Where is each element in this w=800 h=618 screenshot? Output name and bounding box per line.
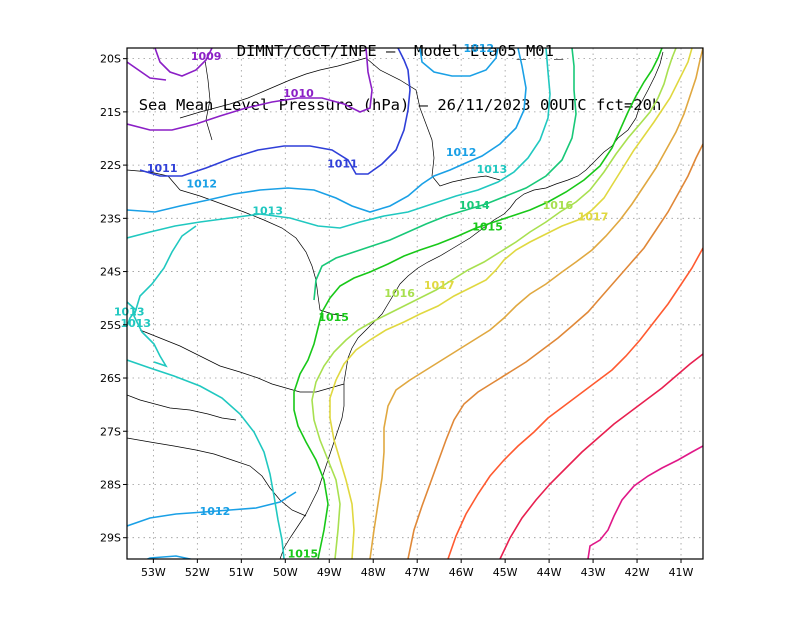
lat-tick-label: 25S: [100, 319, 121, 332]
isobar-label: 1017: [578, 211, 609, 224]
lon-tick-label: 42W: [625, 566, 650, 579]
lat-tick-label: 24S: [100, 266, 121, 279]
isobar-1022: [587, 445, 703, 559]
state-border-pr-sc: [139, 329, 345, 393]
state-border-mg-rj-es: [365, 57, 501, 187]
lon-tick-label: 49W: [317, 566, 342, 579]
isobar-1014: [313, 48, 577, 301]
state-border-mg-sp: [179, 57, 367, 119]
coastline: [279, 51, 664, 559]
lat-tick-label: 23S: [100, 212, 121, 225]
isobar-label: 1014: [459, 199, 490, 212]
isobar-1010: [127, 48, 373, 131]
isobar-label: 1011: [147, 162, 178, 175]
lon-tick-label: 52W: [185, 566, 210, 579]
lat-tick-label: 20S: [100, 53, 121, 66]
isobar-1011: [139, 48, 411, 177]
isobar-1018: [369, 48, 703, 559]
lon-tick-label: 53W: [141, 566, 166, 579]
axis-tick-labels: 53W 52W 51W 50W 49W 48W 47W 46W 45W 44W 43W 42W 41W 2…: [100, 53, 694, 579]
lat-tick-label: 21S: [100, 106, 121, 119]
isobar-1012: [419, 48, 499, 77]
isobar-1012: [127, 491, 297, 527]
isobar-label: 1016: [384, 287, 415, 300]
lon-tick-label: 48W: [361, 566, 386, 579]
isobar-1012: [145, 555, 194, 559]
isobar-label: 1015: [472, 220, 503, 233]
lat-tick-label: 29S: [100, 532, 121, 545]
isobar-1013: [127, 301, 138, 327]
isobar-label: 1015: [288, 548, 319, 561]
isobar-1016: [311, 48, 677, 559]
isobar-label: 1013: [477, 163, 508, 176]
isobar-label: 1013: [114, 305, 145, 318]
border-ms: [127, 169, 181, 191]
lon-tick-label: 41W: [669, 566, 694, 579]
isobar-label: 1016: [543, 199, 574, 212]
isobar-1013: [127, 48, 551, 239]
border-west-2: [204, 59, 213, 141]
isobar-1019: [407, 143, 703, 559]
lat-tick-label: 22S: [100, 159, 121, 172]
isobar-1013: [127, 359, 285, 559]
political-borders: [127, 51, 664, 559]
isobar-label: 1013: [120, 317, 151, 330]
isobar-label: 1013: [252, 204, 283, 217]
lon-tick-label: 44W: [537, 566, 562, 579]
lat-lon-grid: [127, 48, 703, 559]
border-west-1: [127, 394, 237, 421]
lon-tick-label: 43W: [581, 566, 606, 579]
lat-tick-label: 26S: [100, 372, 121, 385]
isobar-label: 1012: [446, 146, 477, 159]
isobars: [127, 48, 703, 559]
lon-tick-label: 45W: [493, 566, 518, 579]
isobar-1013: [133, 225, 197, 368]
isobar-label: 1011: [327, 158, 358, 171]
lon-tick-label: 51W: [229, 566, 254, 579]
plot-frame: [126, 47, 704, 560]
isobar-label: 1017: [424, 279, 455, 292]
state-border-sp-pr: [179, 189, 345, 317]
isobar-1015: [293, 48, 663, 559]
lat-tick-label: 27S: [100, 425, 121, 438]
lat-tick-label: 28S: [100, 478, 121, 491]
isobar-1017: [329, 48, 693, 559]
title-line-1: DIMNT/CGCT/INPE – Model Eta05_M01_: [236, 42, 564, 60]
map-title: DIMNT/CGCT/INPE – Model Eta05_M01_ Sea M…: [0, 6, 800, 132]
isobar-1009: [154, 48, 213, 77]
lon-tick-label: 50W: [273, 566, 298, 579]
isobar-label: 1015: [318, 311, 349, 324]
lon-tick-label: 46W: [449, 566, 474, 579]
isobar-1021: [499, 353, 703, 559]
isobar-1009: [127, 61, 167, 81]
isobar-label: 1009: [191, 50, 222, 63]
isobar-label: 1012: [200, 505, 231, 518]
isobar-label: 1010: [283, 87, 314, 100]
isobar-1020: [447, 247, 703, 559]
lon-tick-label: 47W: [405, 566, 430, 579]
isobar-label: 1012: [186, 178, 217, 191]
isobar-1012: [127, 48, 527, 213]
